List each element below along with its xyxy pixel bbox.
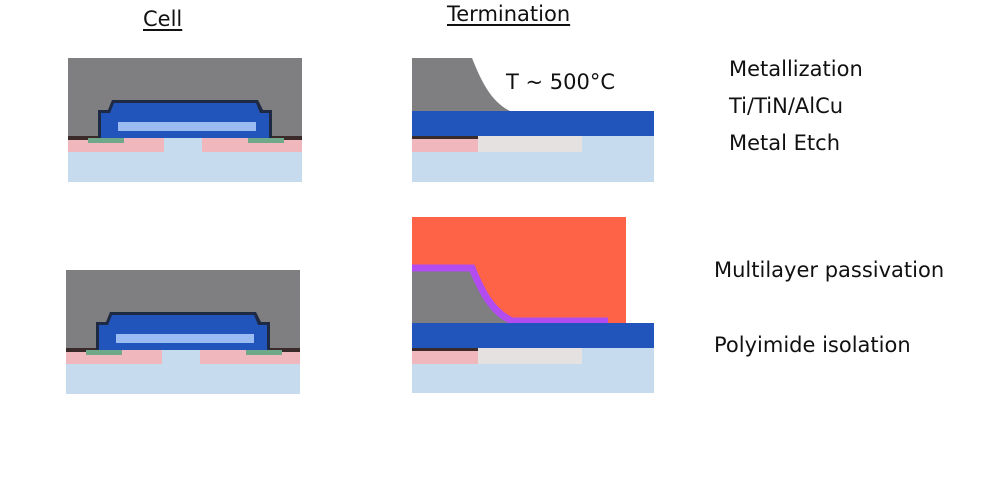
metal-gate	[99, 315, 267, 350]
step-label-metal-etch: Metal Etch	[729, 131, 841, 155]
step-label-polyimide-isolation: Polyimide isolation	[714, 333, 911, 357]
implant-strip	[412, 348, 478, 364]
gate-core	[118, 122, 256, 131]
implant-faint-strip	[478, 348, 582, 364]
step-label-metallization: Metallization	[729, 57, 863, 81]
oxide-slope	[412, 58, 512, 112]
contact-right	[246, 350, 282, 355]
cell-cross-section-passivation	[66, 270, 300, 394]
contact-left	[86, 350, 122, 355]
step-label-ti-tin-alcu: Ti/TiN/AlCu	[729, 94, 844, 118]
cell-heading: Cell	[143, 7, 183, 31]
step-label-multilayer-passivation: Multilayer passivation	[714, 258, 945, 282]
dark-layer	[412, 348, 478, 351]
contact-left	[88, 138, 124, 143]
termination-cross-section-metallization	[412, 58, 654, 182]
termination-cross-section-passivation	[412, 217, 654, 393]
metal-layer	[412, 323, 654, 348]
metal-gate	[101, 103, 269, 138]
dark-layer-right	[270, 136, 302, 140]
metal-layer	[412, 111, 654, 136]
implant-strip	[412, 136, 478, 152]
passivation-line	[412, 264, 608, 325]
gate-core	[116, 334, 254, 343]
termination-heading: Termination	[447, 2, 571, 26]
dark-layer	[412, 136, 478, 139]
cell-cross-section-metallization	[68, 58, 302, 182]
implant-faint-strip	[478, 136, 582, 152]
contact-right	[248, 138, 284, 143]
oxide-slope	[412, 267, 512, 323]
dark-layer-left	[68, 136, 100, 140]
temperature-annotation: T ~ 500°C	[506, 70, 616, 94]
dark-layer-right	[268, 348, 300, 352]
dark-layer-left	[66, 348, 98, 352]
